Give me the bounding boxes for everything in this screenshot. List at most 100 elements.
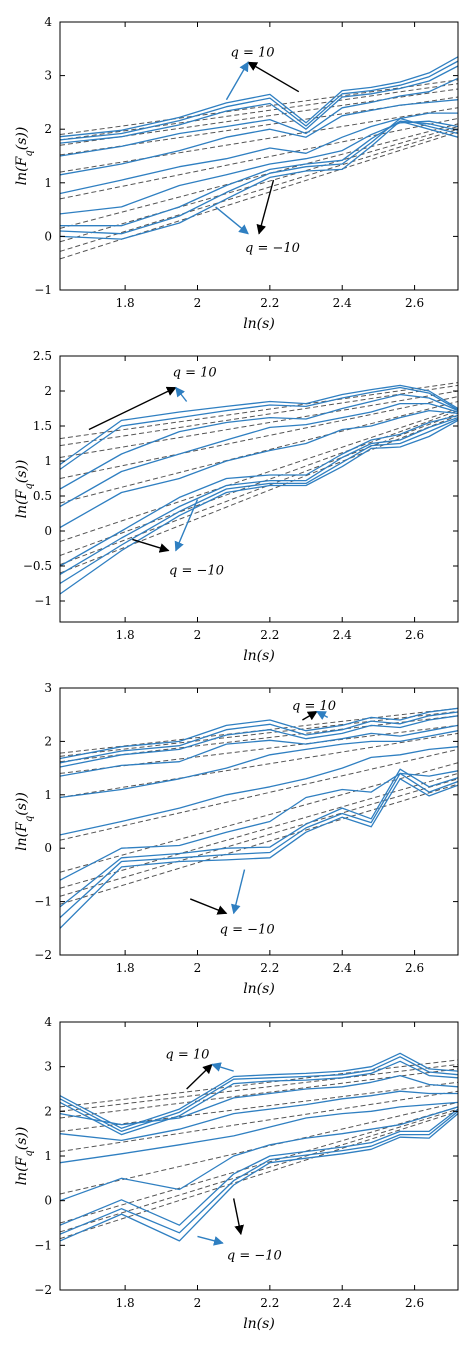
upper-black-arrow (302, 710, 318, 721)
fit-line-9 (60, 778, 458, 897)
fit-line-2 (60, 1063, 458, 1112)
fit-line-8 (60, 1108, 458, 1233)
lower-blue-arrow (174, 499, 199, 552)
annotation-q-minus-10: q = −10 (245, 241, 300, 256)
y-tick-label: 2 (44, 1104, 52, 1118)
y-tick-label: 2 (44, 384, 52, 398)
y-tick-label: 1.5 (33, 419, 52, 433)
series-line-3 (60, 715, 458, 768)
lower-black-arrow (132, 538, 170, 553)
annotation-q-10: q = 10 (292, 699, 336, 714)
y-tick-label: −1 (34, 895, 52, 909)
chart-panel-3: 1.8 2 2.2 2.4 2.6 −2 −1 0 1 2 3 ln(s) ln(Fq(s)) q = 1… (14, 681, 459, 997)
chart-panel-4: 1.8 2 2.2 2.4 2.6 −2 −1 0 1 2 3 4 ln(s) ln(Fq(s)) q = … (14, 1015, 459, 1332)
series-line-3 (60, 65, 458, 144)
y-tick-label: −1 (34, 1238, 52, 1252)
axes-frame (59, 21, 459, 291)
y-tick-label: 3 (44, 1060, 52, 1074)
fit-line-6 (60, 408, 458, 542)
upper-blue-arrow (316, 710, 329, 721)
fit-line-2 (60, 710, 458, 757)
x-tick-label: 2.6 (405, 1296, 424, 1310)
y-tick-label: 4 (44, 1015, 52, 1029)
y-tick-label: −2 (34, 1283, 52, 1297)
fit-line-2 (60, 83, 458, 141)
x-tick-label: 2 (194, 296, 202, 310)
fit-line-3 (60, 1068, 458, 1119)
fit-line-5 (60, 107, 458, 173)
lower-blue-arrow (215, 206, 249, 235)
x-tick-label: 1.8 (116, 961, 135, 975)
x-tick-label: 2 (194, 628, 202, 642)
lower-black-arrow (232, 1198, 244, 1236)
series-line-5 (60, 1090, 458, 1142)
y-tick-label: 1 (44, 1149, 52, 1163)
x-tick-label: 2.2 (260, 1296, 279, 1310)
upper-blue-arrow (175, 386, 188, 402)
y-tick-label: 0 (44, 1194, 52, 1208)
series-line-7 (60, 1106, 458, 1202)
x-axis-label: ln(s) (243, 648, 275, 664)
series-line-7 (60, 120, 458, 215)
series-line-5 (60, 99, 458, 176)
lower-black-arrow (189, 898, 228, 915)
x-tick-label: 1.8 (116, 628, 135, 642)
fit-line-4 (60, 396, 458, 479)
fit-lines (60, 382, 458, 574)
series-line-5 (60, 730, 458, 799)
series-line-10 (60, 778, 458, 929)
series-lines (60, 56, 458, 240)
series-line-8 (60, 418, 458, 585)
y-tick-label: 2 (44, 734, 52, 748)
series-line-1 (60, 56, 458, 138)
series-line-10 (60, 1113, 458, 1242)
series-line-4 (60, 1074, 458, 1126)
lower-black-arrow (256, 179, 275, 235)
y-tick-label: −0.5 (23, 559, 52, 573)
series-line-3 (60, 393, 458, 490)
y-tick-label: 2.5 (33, 349, 52, 363)
x-axis-label: ln(s) (243, 1316, 275, 1332)
x-tick-label: 2.4 (333, 961, 352, 975)
series-line-9 (60, 419, 458, 595)
annotation-q-10: q = 10 (165, 1047, 209, 1062)
fit-line-1 (60, 382, 458, 440)
x-axis-label: ln(s) (243, 981, 275, 997)
y-tick-label: 0 (44, 841, 52, 855)
fit-lines (60, 1059, 458, 1240)
fit-line-2 (60, 384, 458, 447)
axes-frame (59, 687, 459, 956)
y-tick-label: 3 (44, 69, 52, 83)
fit-lines (60, 707, 458, 905)
x-tick-label: 2.6 (405, 628, 424, 642)
y-tick-label: 3 (44, 681, 52, 695)
fit-line-5 (60, 732, 458, 798)
y-tick-label: 0.5 (33, 489, 52, 503)
fit-line-6 (60, 748, 458, 841)
fit-line-7 (60, 762, 458, 873)
series-line-5 (60, 409, 458, 529)
series-line-2 (60, 711, 458, 764)
y-tick-label: 0 (44, 524, 52, 538)
y-axis-label: ln(Fq(s)) (14, 127, 35, 186)
series-line-8 (60, 120, 458, 227)
series-line-6 (60, 112, 458, 195)
y-tick-label: 1 (44, 454, 52, 468)
series-line-6 (60, 1101, 458, 1164)
fit-line-3 (60, 390, 458, 458)
upper-black-arrow (247, 61, 300, 93)
lower-blue-arrow (231, 869, 246, 915)
series-lines (60, 1052, 458, 1242)
x-tick-label: 1.8 (116, 296, 135, 310)
chart-panel-1: 1.8 2 2.2 2.4 2.6 −1 0 1 2 3 4 ln(s) ln(Fq(s)) q = 10… (14, 15, 459, 332)
series-line-4 (60, 77, 458, 157)
series-line-6 (60, 414, 458, 567)
series-line-3 (60, 1060, 458, 1136)
fit-line-9 (60, 1110, 458, 1240)
series-line-6 (60, 746, 458, 836)
y-axis-label: ln(Fq(s)) (14, 792, 35, 851)
series-line-2 (60, 60, 458, 141)
x-tick-label: 2.4 (333, 296, 352, 310)
series-line-7 (60, 770, 458, 881)
